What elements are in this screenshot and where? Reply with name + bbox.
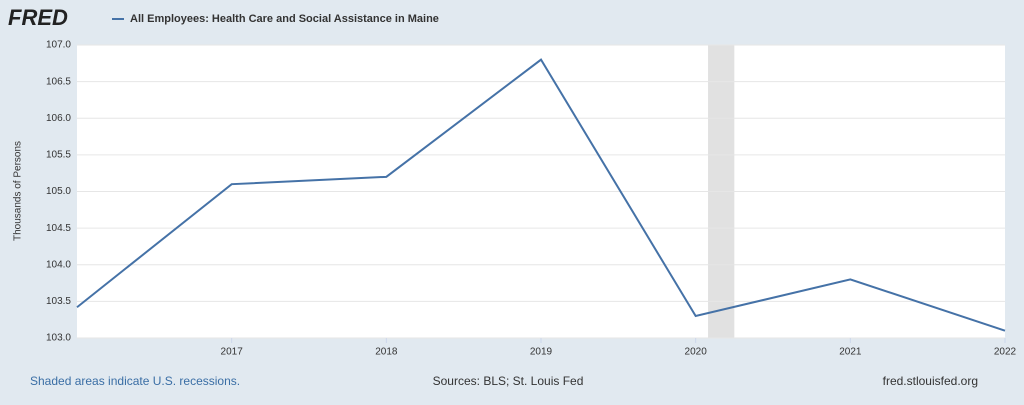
y-tick-label: 104.0 xyxy=(46,259,71,270)
y-axis-label: Thousands of Persons xyxy=(13,141,24,241)
y-tick-label: 105.5 xyxy=(46,150,71,161)
footer-url[interactable]: fred.stlouisfed.org xyxy=(883,374,978,388)
y-tick-label: 105.0 xyxy=(46,186,71,197)
x-tick-label: 2021 xyxy=(839,347,862,358)
x-tick-label: 2022 xyxy=(994,347,1017,358)
y-tick-label: 106.0 xyxy=(46,113,71,124)
logo: FRED xyxy=(8,5,68,30)
x-tick-label: 2020 xyxy=(685,347,708,358)
y-tick-label: 103.5 xyxy=(46,296,71,307)
footer-note[interactable]: Shaded areas indicate U.S. recessions. xyxy=(30,374,240,388)
y-tick-label: 107.0 xyxy=(46,40,71,51)
x-tick-label: 2018 xyxy=(375,347,398,358)
x-tick-label: 2019 xyxy=(530,347,553,358)
x-tick-label: 2017 xyxy=(221,347,244,358)
series-line xyxy=(76,58,1006,332)
legend-label: All Employees: Health Care and Social As… xyxy=(130,13,439,25)
y-tick-label: 104.5 xyxy=(46,223,71,234)
y-tick-label: 103.0 xyxy=(46,333,71,344)
footer-source: Sources: BLS; St. Louis Fed xyxy=(433,374,584,388)
y-tick-label: 106.5 xyxy=(46,76,71,87)
